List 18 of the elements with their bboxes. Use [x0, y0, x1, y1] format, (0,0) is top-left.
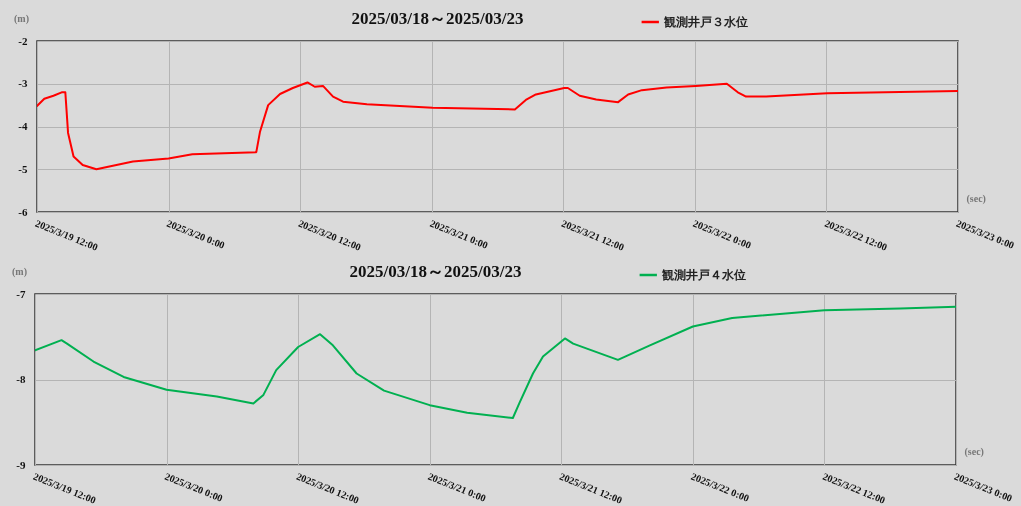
x-axis-title: (sec) — [964, 445, 984, 458]
y-tick-label: -6 — [18, 205, 28, 218]
legend-label: 観測井戸３水位 — [663, 15, 749, 29]
line-series — [35, 305, 956, 419]
y-tick-label: -9 — [16, 458, 26, 471]
y-tick-label: -2 — [18, 34, 28, 47]
y-tick-label: -7 — [16, 287, 26, 300]
chart-title: 2025/03/18～2025/03/23 — [349, 262, 522, 281]
legend-label: 観測井戸４水位 — [661, 268, 747, 282]
chart-title: 2025/03/18～2025/03/23 — [351, 9, 524, 28]
y-tick-label: -8 — [16, 373, 26, 385]
x-axis-title: (sec) — [966, 192, 986, 205]
y-tick-label: -3 — [18, 77, 28, 90]
y-tick-label: -5 — [18, 162, 28, 175]
y-tick-label: -4 — [18, 120, 28, 132]
y-axis-title: (m) — [12, 265, 27, 278]
line-series — [37, 81, 958, 171]
y-axis-title: (m) — [14, 12, 29, 25]
